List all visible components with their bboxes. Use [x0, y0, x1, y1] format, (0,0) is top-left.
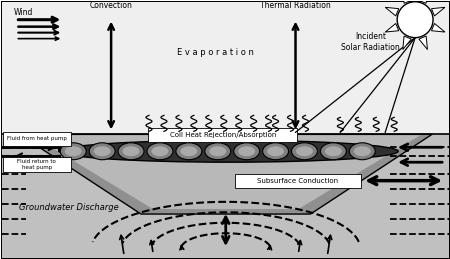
- Ellipse shape: [59, 140, 398, 162]
- Ellipse shape: [238, 146, 255, 156]
- Polygon shape: [32, 135, 420, 209]
- Ellipse shape: [320, 143, 346, 160]
- Bar: [2, 134, 449, 258]
- FancyBboxPatch shape: [235, 174, 361, 188]
- FancyBboxPatch shape: [3, 132, 71, 146]
- Polygon shape: [419, 36, 428, 49]
- Text: Incident
Solar Radiation: Incident Solar Radiation: [341, 32, 400, 52]
- Text: Thermal Radiation: Thermal Radiation: [260, 1, 331, 10]
- Ellipse shape: [354, 146, 371, 156]
- Ellipse shape: [349, 143, 375, 160]
- Text: Coil Heat Rejection/Absorption: Coil Heat Rejection/Absorption: [170, 132, 276, 138]
- Text: Convection: Convection: [90, 1, 133, 10]
- Text: Groundwater Discharge: Groundwater Discharge: [19, 203, 119, 212]
- Polygon shape: [403, 36, 411, 49]
- Ellipse shape: [122, 146, 140, 156]
- Ellipse shape: [205, 143, 231, 160]
- Text: Fluid return to
heat pump: Fluid return to heat pump: [18, 159, 56, 170]
- Ellipse shape: [65, 146, 82, 156]
- Ellipse shape: [176, 143, 202, 160]
- Ellipse shape: [263, 143, 288, 160]
- Bar: [2, 2, 449, 134]
- Polygon shape: [403, 0, 411, 3]
- Ellipse shape: [180, 146, 198, 156]
- Ellipse shape: [296, 146, 313, 156]
- Ellipse shape: [89, 143, 115, 160]
- FancyBboxPatch shape: [148, 128, 297, 142]
- Text: Wind: Wind: [14, 8, 33, 17]
- Polygon shape: [432, 7, 445, 16]
- Ellipse shape: [209, 146, 226, 156]
- Ellipse shape: [60, 143, 86, 160]
- Ellipse shape: [292, 143, 317, 160]
- Ellipse shape: [118, 143, 144, 160]
- Ellipse shape: [234, 143, 260, 160]
- Ellipse shape: [152, 146, 168, 156]
- Ellipse shape: [325, 146, 342, 156]
- Circle shape: [397, 2, 433, 38]
- Polygon shape: [385, 24, 399, 32]
- Text: Fluid from heat pump: Fluid from heat pump: [7, 136, 67, 141]
- Ellipse shape: [147, 143, 173, 160]
- Ellipse shape: [94, 146, 111, 156]
- Polygon shape: [419, 0, 428, 3]
- Polygon shape: [385, 7, 399, 16]
- FancyBboxPatch shape: [3, 157, 71, 172]
- Polygon shape: [19, 134, 432, 214]
- Ellipse shape: [267, 146, 284, 156]
- Text: Subsurface Conduction: Subsurface Conduction: [257, 178, 338, 184]
- Text: E v a p o r a t i o n: E v a p o r a t i o n: [177, 48, 254, 57]
- Polygon shape: [432, 24, 445, 32]
